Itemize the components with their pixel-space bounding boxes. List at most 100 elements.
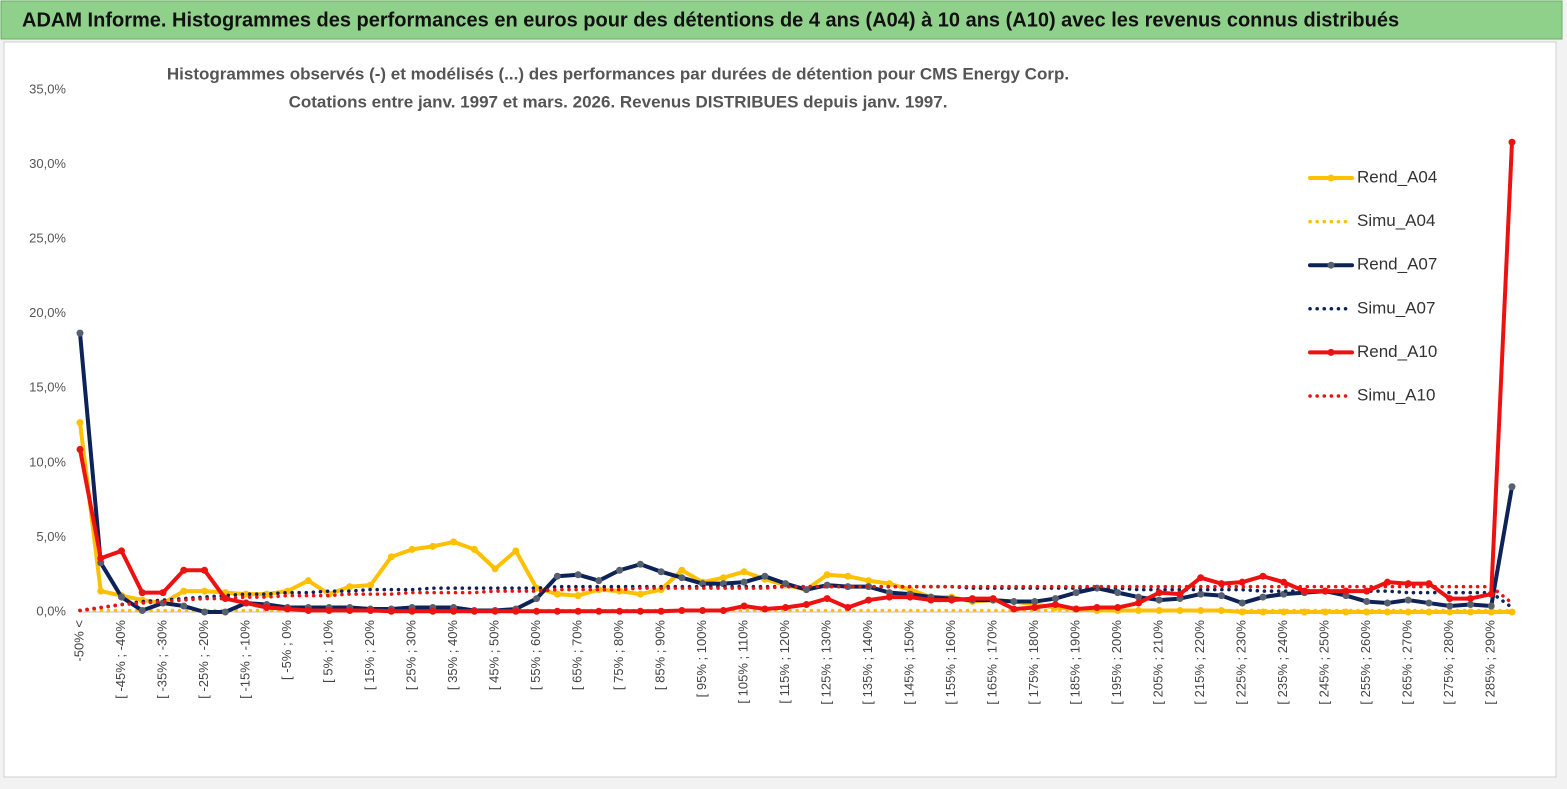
legend-label: Rend_A04 [1357,167,1437,186]
x-tick-label: [ 175% ; 180% [1026,620,1041,705]
point-marker [97,587,105,595]
point-marker [1363,587,1371,595]
point-marker [865,577,873,585]
legend-label: Rend_A10 [1357,342,1437,361]
point-marker [844,583,852,591]
x-tick-label: [ 245% ; 250% [1317,620,1332,705]
point-marker [636,590,644,598]
point-marker [1114,604,1122,612]
point-marker [180,587,188,595]
point-marker [470,607,478,615]
point-marker [1508,608,1516,616]
x-tick-label: [ -25% ; -20% [196,620,211,699]
point-marker [719,607,727,615]
point-marker [1114,589,1122,597]
point-marker [719,574,727,582]
y-tick-label: 25,0% [29,231,66,246]
x-tick-label: [ 65% ; 70% [570,620,585,691]
point-marker [906,593,914,601]
point-marker [242,590,250,598]
x-tick-label: [ 255% ; 260% [1358,620,1373,705]
point-marker [865,596,873,604]
x-tick-label: [ 25% ; 30% [403,620,418,691]
point-marker [512,547,520,555]
point-marker [761,605,769,613]
point-marker [76,419,84,427]
point-marker [1300,587,1308,595]
point-marker [1134,599,1142,607]
point-marker [533,607,541,615]
point-marker [491,607,499,615]
observed-line [78,140,1514,614]
point-marker [450,607,458,615]
point-marker [948,596,956,604]
point-marker [1321,587,1329,595]
header-title: ADAM Informe. Histogrammes des performan… [22,9,1399,31]
x-tick-label: [ 185% ; 190% [1068,620,1083,705]
point-marker [1363,598,1371,606]
point-marker [1155,596,1163,604]
point-marker [76,445,84,453]
point-marker [1197,574,1205,582]
point-marker [1508,138,1516,146]
point-marker [636,607,644,615]
x-tick-label: [ 15% ; 20% [362,620,377,691]
point-marker [367,607,375,615]
point-marker [429,542,437,550]
point-marker [533,595,541,603]
x-tick-label: [ 115% ; 120% [777,620,792,704]
x-tick-label: [ 135% ; 140% [860,620,875,705]
point-marker [450,538,458,546]
point-marker [823,595,831,603]
point-marker [1051,595,1059,603]
point-marker [429,607,437,615]
point-marker [138,589,146,597]
x-tick-label: [ -35% ; -30% [154,620,169,699]
x-tick-label: [ 145% ; 150% [902,620,917,705]
x-tick-label: [ 5% ; 10% [320,620,335,683]
point-marker [1031,604,1039,612]
simulated-line [78,584,1514,613]
point-marker [636,560,644,568]
x-tick-label: [ 55% ; 60% [528,620,543,691]
point-marker [304,577,312,585]
point-marker [512,607,520,615]
point-marker [263,604,271,612]
point-marker [1051,601,1059,609]
x-tick-label: [ 155% ; 160% [943,620,958,705]
x-tick-label: [ 205% ; 210% [1151,620,1166,705]
legend-label: Simu_A04 [1357,211,1435,230]
point-marker [553,607,561,615]
point-marker [1197,590,1205,598]
point-marker [346,583,354,591]
point-marker [1446,602,1454,610]
x-tick-label: [ 285% ; 290% [1483,620,1498,705]
point-marker [823,571,831,579]
x-tick-label: [ 125% ; 130% [819,620,834,705]
point-marker [595,577,603,585]
point-marker [574,571,582,579]
x-tick-label: [ 195% ; 200% [1109,620,1124,705]
point-marker [989,595,997,603]
point-marker [1404,596,1412,604]
point-marker [1155,589,1163,597]
point-marker [325,607,333,615]
point-marker [180,602,188,610]
point-marker [221,608,229,616]
point-marker [1217,592,1225,600]
point-marker [159,589,167,597]
point-marker [782,604,790,612]
point-marker [657,568,665,576]
point-marker [616,566,624,574]
point-marker [574,607,582,615]
point-marker [574,592,582,600]
point-marker [699,607,707,615]
x-tick-label: [ 45% ; 50% [487,620,502,691]
point-marker [1425,599,1433,607]
point-marker [595,607,603,615]
x-tick-label: [ -45% ; -40% [113,620,128,699]
point-marker [1010,605,1018,613]
y-tick-label: 5,0% [36,529,66,544]
